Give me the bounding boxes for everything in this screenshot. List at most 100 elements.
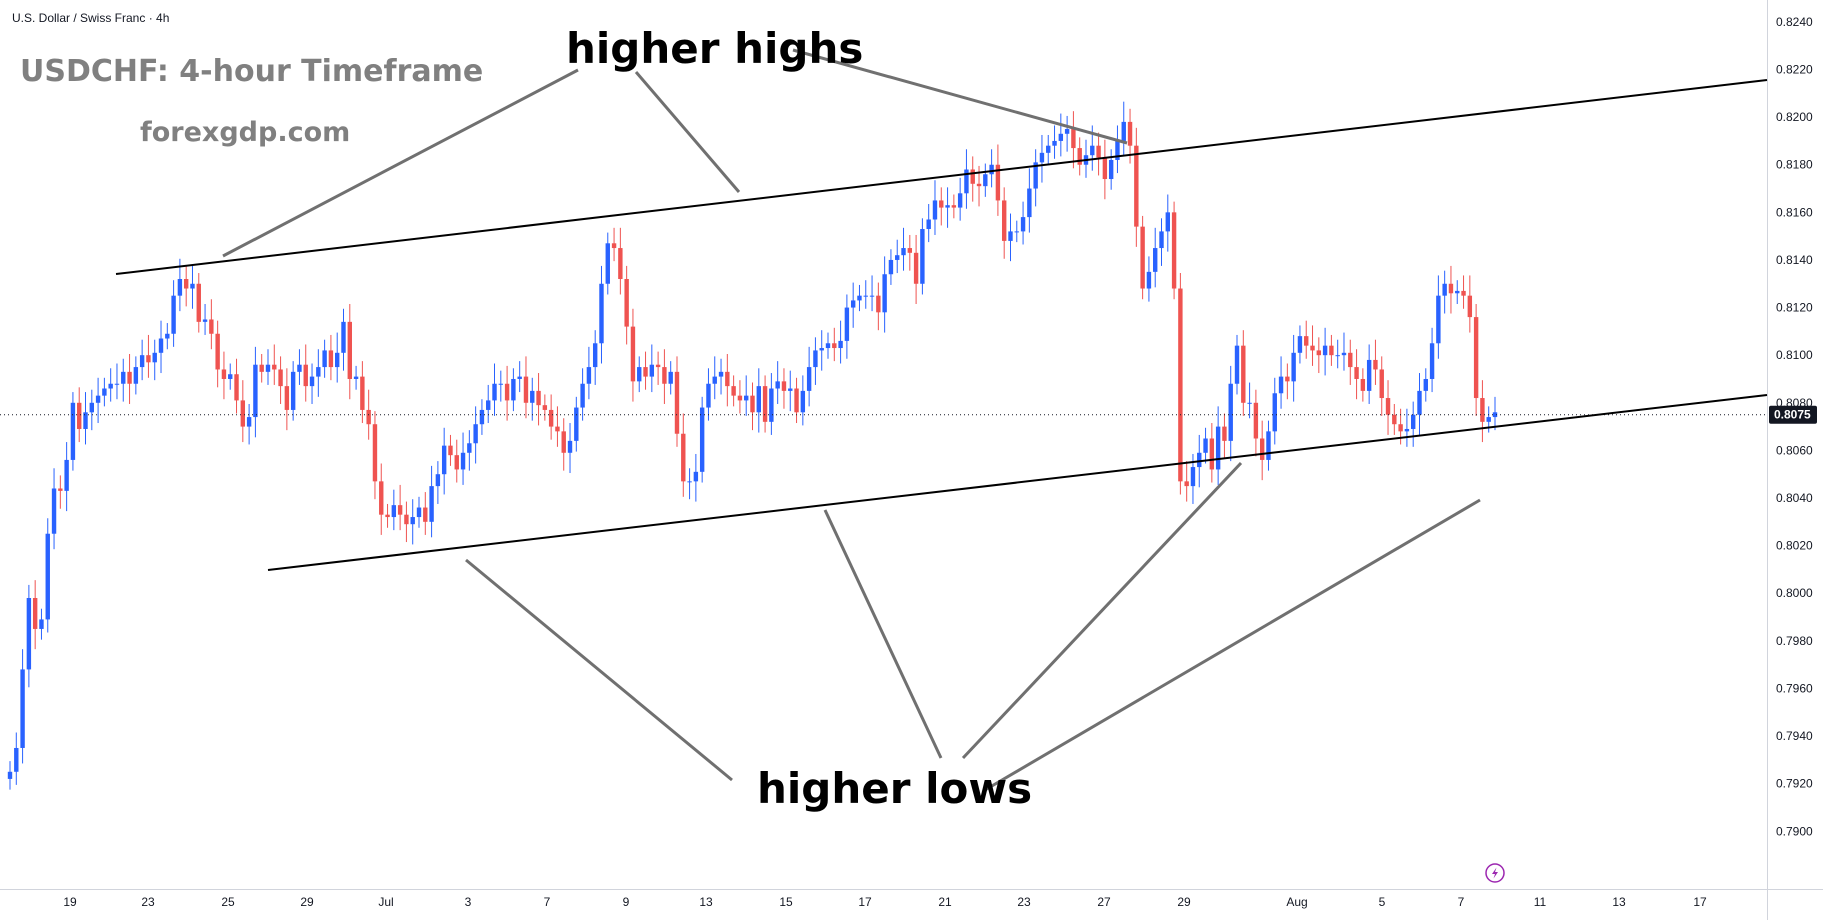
pointer-line (984, 498, 1481, 792)
candle-body (555, 426, 560, 432)
pointer-line (792, 48, 1128, 145)
candle-body (586, 367, 592, 384)
candle (580, 368, 585, 421)
price-axis[interactable]: 0.8240 0.8220 0.8200 0.8180 0.8160 0.8140 0.81… (1776, 15, 1813, 838)
candle (404, 501, 409, 543)
candle-body (209, 319, 214, 334)
candle (882, 256, 887, 333)
candle (121, 358, 126, 402)
candle-body (932, 200, 938, 220)
candle (190, 265, 195, 309)
candle-body (20, 669, 25, 748)
candle-body (1134, 145, 1139, 227)
candle-body (1033, 162, 1038, 189)
candle (693, 453, 699, 502)
lower-trendline[interactable] (267, 394, 1768, 571)
candle-body (637, 367, 642, 382)
candle (1253, 389, 1259, 457)
candle-body (397, 505, 403, 515)
candle (542, 394, 548, 421)
higher-lows-label: higher lows (757, 764, 1032, 813)
candle-body (857, 295, 862, 301)
candle-body (7, 771, 13, 779)
candle (926, 204, 931, 243)
candle-body (246, 417, 252, 427)
candle (1404, 408, 1410, 447)
candle (45, 518, 50, 633)
candle (127, 353, 132, 404)
candle (750, 382, 755, 431)
candle-body (1215, 426, 1221, 470)
candle-body (385, 514, 390, 518)
time-tick-label: 13 (699, 895, 713, 909)
candle-body (693, 471, 699, 482)
pointer-line (465, 558, 733, 782)
candle-body (580, 383, 585, 408)
candle-body (1436, 295, 1441, 344)
candle-body (158, 338, 164, 353)
candle-body (341, 321, 346, 353)
candle-body (1266, 431, 1271, 460)
candle (1410, 401, 1416, 447)
candle-body (1335, 355, 1340, 357)
candle-body (416, 507, 422, 518)
candle-body (64, 459, 69, 491)
candle-body (1153, 248, 1158, 272)
candle-body (435, 474, 441, 487)
candle-body (133, 367, 139, 384)
candle-body (744, 395, 749, 401)
candle-body (1398, 424, 1403, 432)
candle-body (869, 295, 875, 297)
candle (806, 346, 812, 407)
candle-body (920, 229, 925, 284)
candle-body (995, 164, 1001, 201)
candle (171, 280, 176, 347)
candle-body (611, 243, 617, 249)
candle-body (114, 383, 120, 385)
lightning-icon[interactable] (1485, 863, 1505, 883)
candle (989, 149, 994, 188)
candle-body (1410, 414, 1416, 429)
price-tick-label: 0.8140 (1776, 253, 1813, 267)
upper-trendline[interactable] (115, 79, 1768, 275)
candle (1039, 134, 1045, 183)
candle (265, 349, 271, 385)
candle-body (328, 350, 334, 368)
candle (7, 761, 13, 790)
candle-body (504, 383, 510, 401)
candle-body (882, 274, 887, 313)
candle-body (863, 295, 868, 297)
candle-body (89, 402, 95, 413)
candle-body (1322, 345, 1328, 356)
price-tick-label: 0.8220 (1776, 63, 1813, 77)
candle-body (523, 376, 529, 403)
candle (1373, 339, 1378, 385)
price-tick-label: 0.7960 (1776, 681, 1813, 695)
candle (567, 423, 573, 474)
candle (649, 344, 655, 393)
candle-body (542, 405, 548, 410)
candle-body (32, 597, 38, 629)
time-axis[interactable]: 19 23 25 29 Jul 3 7 9 13 15 17 21 23 27 29 Aug 5 7 11 13 17 (63, 895, 1707, 909)
candle (1285, 363, 1290, 400)
candle-body (901, 248, 906, 256)
candle (788, 370, 793, 412)
candle (869, 275, 875, 312)
candle-body (335, 352, 340, 368)
candle (58, 475, 63, 509)
candle-body (731, 386, 736, 396)
candle-body (454, 455, 459, 470)
price-tick-label: 0.8160 (1776, 205, 1813, 219)
candle (492, 363, 497, 416)
candle-body (674, 371, 680, 434)
candle-body (1360, 378, 1366, 391)
candle (618, 227, 623, 295)
candle-body (750, 395, 755, 413)
candlestick-series (7, 101, 1498, 790)
candle-body (725, 371, 730, 387)
candle (970, 156, 975, 202)
candle-body (806, 367, 812, 391)
candle (102, 377, 107, 407)
candle (1247, 382, 1252, 419)
